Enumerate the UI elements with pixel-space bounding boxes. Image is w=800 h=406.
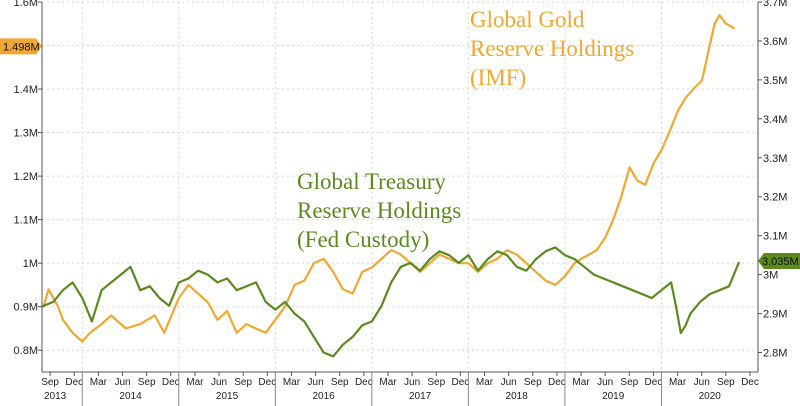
treasury-annotation: Global Treasury Reserve Holdings (Fed Cu… [297,169,461,252]
x-tick-label: Jun [501,377,517,388]
x-tick-label: Dec [162,377,180,388]
x-tick-label: Dec [355,377,373,388]
x-tick-label: Dec [258,377,276,388]
x-tick-label: Mar [669,377,687,388]
left-tick-label: 1M [23,258,38,270]
x-tick-label: Dec [741,377,759,388]
treasury-annotation-line-3: (Fed Custody) [297,227,429,252]
right-tick-label: 2.8M [763,348,787,360]
treasury-annotation-line-2: Reserve Holdings [297,198,461,223]
x-tick-label: Sep [717,377,735,388]
year-label: 2017 [409,391,432,402]
right-badge-label: 3.035M [762,256,799,268]
x-tick-label: Sep [138,377,156,388]
x-tick-label: Dec [451,377,469,388]
left-tick-label: 1.4M [14,84,38,96]
left-badge-shape [0,38,42,55]
left-tick-label: 1.3M [14,128,38,140]
right-tick-label: 2.9M [763,309,787,321]
x-tick-label: Jun [597,377,613,388]
left-tick-label: 0.9M [14,302,38,314]
x-tick-label: Jun [308,377,324,388]
x-tick-label: Jun [694,377,710,388]
x-tick-label: Dec [65,377,83,388]
year-label: 2018 [506,391,529,402]
x-tick-label: Jun [404,377,420,388]
left-badge-label: 1.498M [3,41,40,53]
x-tick-label: Mar [283,377,301,388]
year-label: 2020 [699,391,722,402]
year-label: 2016 [312,391,335,402]
x-tick-label: Mar [379,377,397,388]
right-tick-label: 3M [763,270,778,282]
right-tick-label: 3.5M [763,75,787,87]
x-tick-label: Mar [572,377,590,388]
right-tick-label: 3.1M [763,231,787,243]
year-label: 2015 [216,391,239,402]
x-tick-label: Mar [90,377,108,388]
x-tick-label: Jun [114,377,130,388]
x-axis: Sep Dec Mar Jun Sep Dec Mar Jun Sep Dec Mar Jun Sep D… [41,371,759,406]
treasury-reserve-line [42,246,740,358]
left-tick-label: 1.1M [14,215,38,227]
year-label: 2019 [602,391,625,402]
left-last-value-badge: 1.498M [0,38,42,55]
series-layer [42,14,740,358]
gold-annotation-line-1: Global Gold [470,7,585,32]
x-tick-label: Dec [645,377,663,388]
right-tick-label: 3.7M [763,0,787,9]
x-tick-label: Mar [186,377,204,388]
right-axis: 2.8M 2.9M 3M 3.1M 3.2M 3.3M 3.4M 3.5M 3.6M 3.7M [757,0,787,372]
year-label: 2014 [119,391,142,402]
left-tick-label: 1.2M [14,171,38,183]
year-label: 2013 [44,391,67,402]
x-tick-label: Sep [331,377,349,388]
x-tick-label: Sep [234,377,252,388]
x-tick-label: Dec [548,377,566,388]
grid [42,1,758,372]
x-tick-label: Sep [620,377,638,388]
x-tick-label: Jun [211,377,227,388]
right-tick-label: 3.3M [763,153,787,165]
right-tick-label: 3.2M [763,192,787,204]
gold-annotation-line-3: (IMF) [470,65,526,90]
left-tick-label: 1.6M [14,0,38,9]
right-tick-label: 3.6M [763,36,787,48]
gold-annotation-line-2: Reserve Holdings [470,36,634,61]
left-tick-label: 0.8M [14,345,38,357]
treasury-annotation-line-1: Global Treasury [297,169,446,194]
x-tick-label: Sep [41,377,59,388]
x-tick-label: Sep [427,377,445,388]
x-tick-label: Sep [524,377,542,388]
right-badge-shape [758,253,800,269]
right-last-value-badge: 3.035M [758,253,800,269]
right-tick-label: 3.4M [763,114,787,126]
gold-annotation: Global Gold Reserve Holdings (IMF) [470,7,634,90]
x-tick-label: Mar [476,377,494,388]
